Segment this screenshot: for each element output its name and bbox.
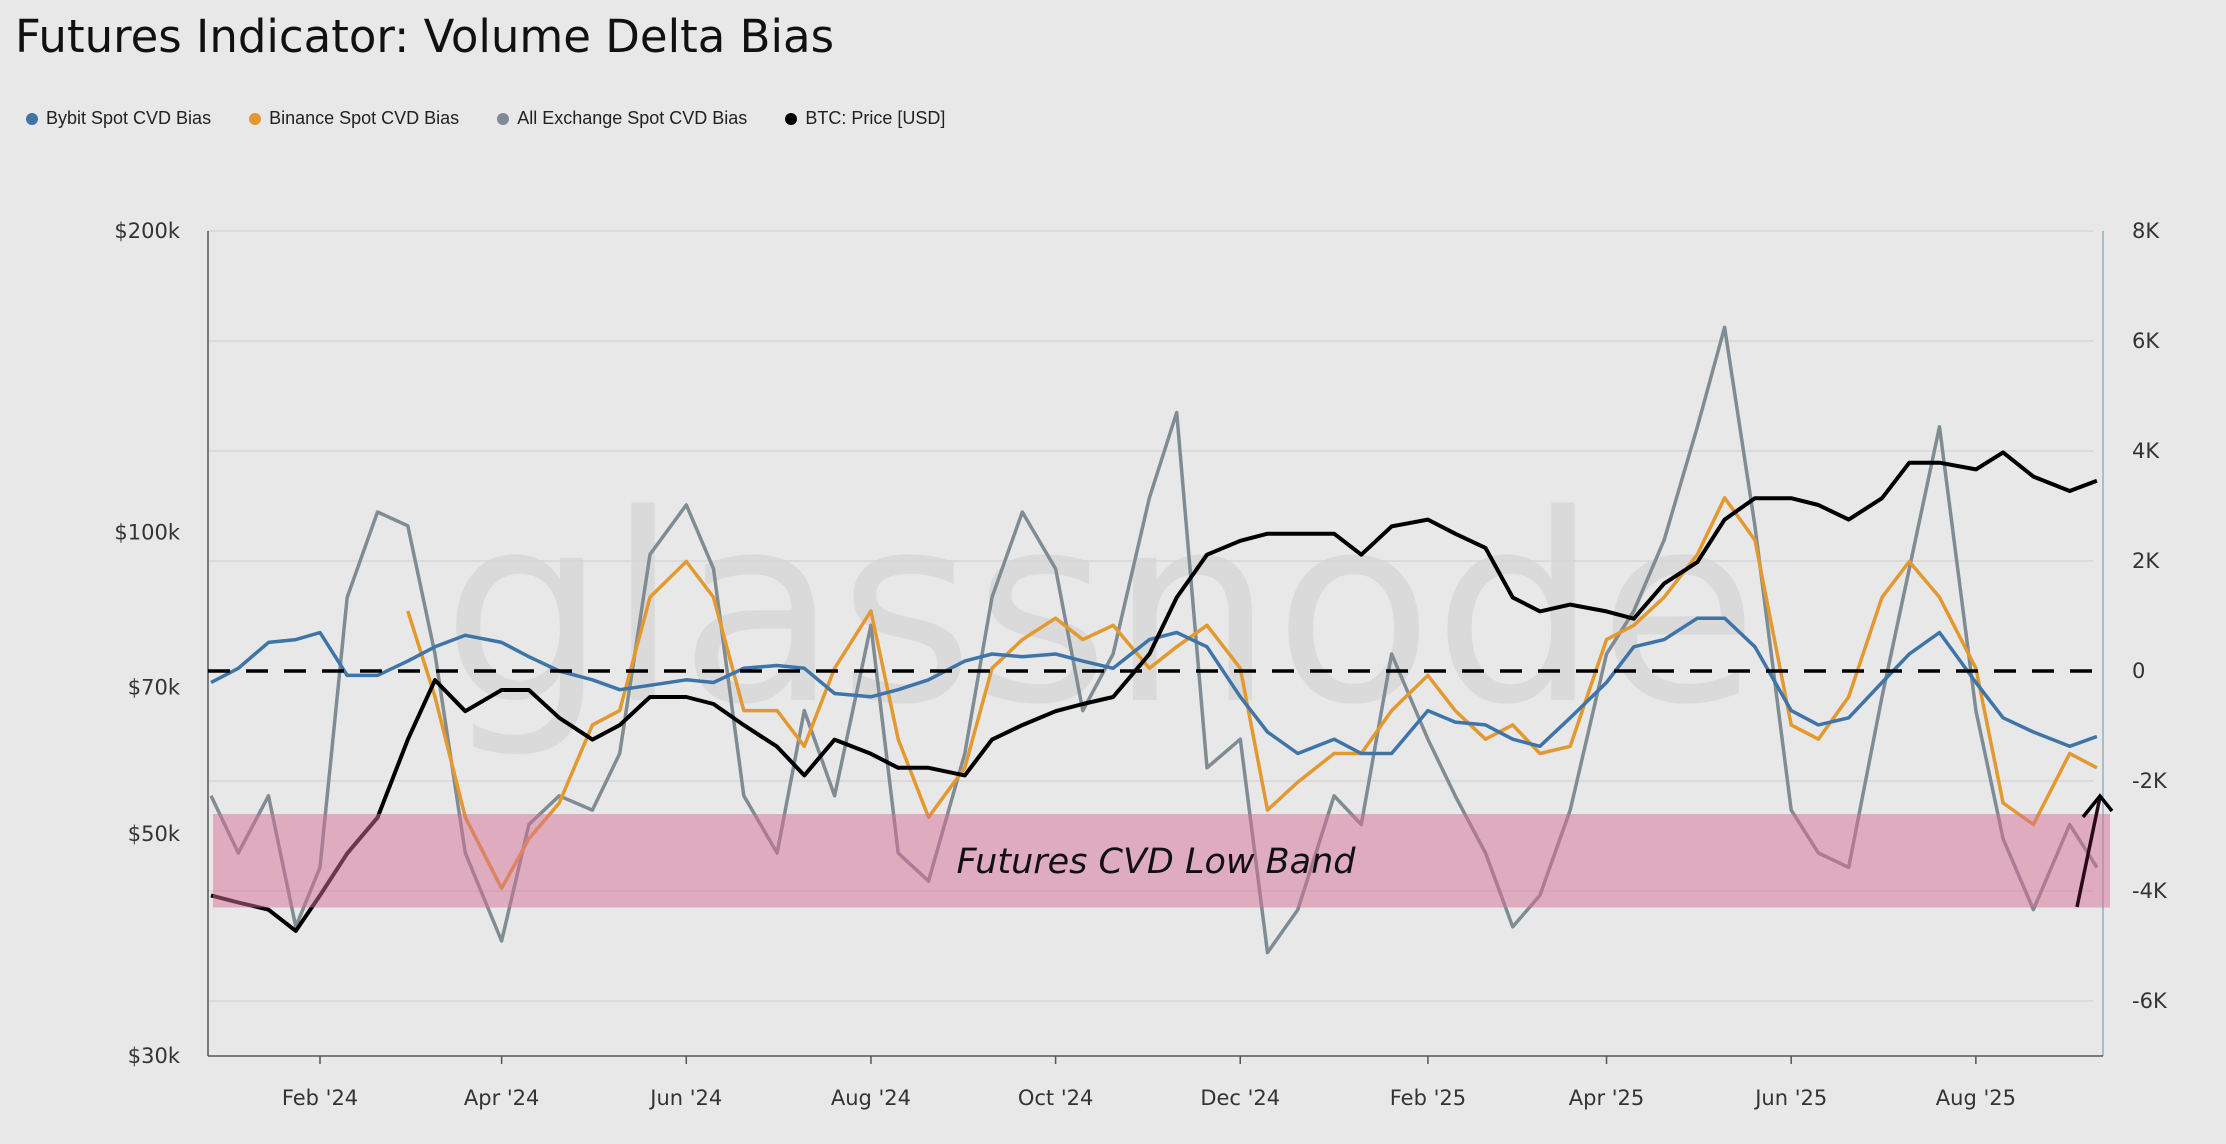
right-axis-tick-label: -4K (2132, 879, 2168, 903)
x-axis-tick-label: Feb '24 (282, 1086, 358, 1110)
binance-dot-icon (249, 112, 262, 125)
series-line-bybit-spot-cvd-bias (210, 616, 2098, 756)
legend-label: Binance Spot CVD Bias (269, 108, 460, 128)
left-axis-tick-label: $100k (114, 520, 180, 544)
legend-item-all-exchange[interactable]: All Exchange Spot CVD Bias (497, 108, 747, 129)
x-axis-tick-label: Jun '25 (1753, 1086, 1827, 1110)
x-axis-tick-label: Jun '24 (648, 1086, 722, 1110)
right-axis-tick-label: 8K (2132, 219, 2160, 243)
left-axis-tick-label: $30k (128, 1044, 181, 1068)
btc-price-dot-icon (785, 112, 798, 125)
axis-ticks: 8K 6K 4K 2K 0 -2K -4K -6K $200k $100k $70k $50k $30k… (114, 219, 2168, 1110)
watermark-logo: glassnode (442, 460, 1758, 762)
legend-item-binance[interactable]: Binance Spot CVD Bias (249, 108, 459, 129)
chart-title: Futures Indicator: Volume Delta Bias (15, 10, 835, 63)
low-band-label: Futures CVD Low Band (956, 842, 1356, 882)
x-axis-tick-label: Apr '25 (1569, 1086, 1645, 1110)
x-axis-tick-label: Aug '25 (1936, 1086, 2016, 1110)
legend-label: BTC: Price [USD] (805, 108, 946, 128)
series-line-binance-spot-cvd-bias (406, 496, 2098, 891)
left-axis-tick-label: $50k (128, 822, 181, 846)
legend-label: Bybit Spot CVD Bias (46, 108, 212, 128)
left-axis-tick-label: $200k (114, 219, 180, 243)
x-axis-tick-label: Aug '24 (831, 1086, 911, 1110)
right-axis-tick-label: 0 (2132, 659, 2145, 683)
right-axis-tick-label: -6K (2132, 989, 2168, 1013)
low-band-region (213, 814, 2110, 908)
x-axis-tick-label: Dec '24 (1200, 1086, 1280, 1110)
bybit-dot-icon (26, 112, 38, 125)
left-axis-tick-label: $70k (128, 676, 181, 700)
right-axis-tick-label: 6K (2132, 329, 2160, 353)
legend: Bybit Spot CVD Bias Binance Spot CVD Bia… (26, 108, 945, 129)
right-axis-tick-label: 2K (2132, 549, 2160, 573)
series-line-btc-price-usd (210, 450, 2098, 933)
x-axis-tick-label: Oct '24 (1018, 1086, 1093, 1110)
right-axis-tick-label: 4K (2132, 439, 2160, 463)
right-axis-tick-label: -2K (2132, 769, 2168, 793)
legend-item-bybit[interactable]: Bybit Spot CVD Bias (26, 108, 211, 129)
x-axis-tick-label: Apr '24 (464, 1086, 540, 1110)
legend-label: All Exchange Spot CVD Bias (517, 108, 748, 128)
all-exchange-dot-icon (497, 112, 510, 125)
x-axis-tick-label: Feb '25 (1390, 1086, 1466, 1110)
legend-item-btc-price[interactable]: BTC: Price [USD] (785, 108, 945, 129)
upward-arrow-annotation (2075, 793, 2114, 908)
